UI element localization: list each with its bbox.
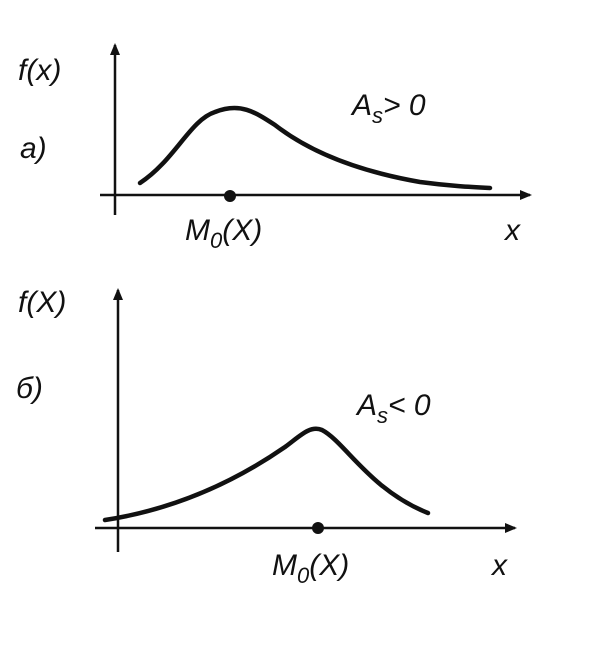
mode-label: M0(X) [272, 549, 349, 588]
x-axis-label: x [490, 549, 508, 582]
y-axis-label: f(x) [18, 54, 61, 87]
asym-rest: > 0 [383, 89, 426, 122]
mode-sub: 0 [297, 563, 310, 588]
density-curve [137, 105, 493, 191]
x-axis-label: x [503, 214, 521, 247]
asym-sub: s [372, 103, 383, 128]
mode-point [312, 522, 324, 534]
asym-rest: < 0 [388, 389, 431, 422]
mode-rest: (X) [222, 214, 262, 247]
panel-b: f(X) б) As< 0 M0(X) x [16, 286, 517, 588]
asym-sub: s [377, 403, 388, 428]
mode-sub: 0 [210, 228, 223, 253]
mode-rest: (X) [309, 549, 349, 582]
panel-label: б) [16, 372, 43, 405]
y-axis-label: f(X) [18, 286, 66, 319]
mode-point [224, 190, 236, 202]
asymmetry-label: As< 0 [355, 389, 431, 428]
density-curve [102, 426, 431, 523]
mode-base: M [272, 549, 297, 582]
asym-base: A [350, 89, 372, 122]
mode-base: M [185, 214, 210, 247]
asym-base: A [355, 389, 377, 422]
asymmetry-label: As> 0 [350, 89, 426, 128]
panel-label: a) [20, 132, 47, 165]
mode-label: M0(X) [185, 214, 262, 253]
panel-a: f(x) a) As> 0 M0(X) x [18, 43, 532, 253]
